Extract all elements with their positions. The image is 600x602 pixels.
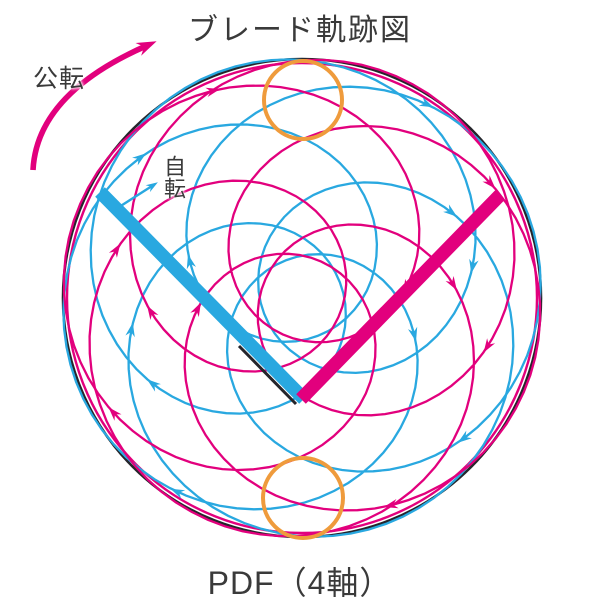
trajectory-arrowhead <box>383 499 399 509</box>
trajectory-arrowhead <box>418 97 434 108</box>
trajectory-arrowhead <box>108 407 122 421</box>
rotation-label: 自転 <box>161 155 186 199</box>
revolution-arrow <box>30 43 148 171</box>
trajectory-arrowhead <box>186 254 196 270</box>
trajectory-arrowhead <box>170 488 186 499</box>
orange-circle-top <box>262 59 344 141</box>
trajectory-arrowhead <box>483 338 496 353</box>
blade-right <box>296 190 505 404</box>
trajectory-arrowhead <box>445 276 457 291</box>
trajectory-cyan-0 <box>62 85 542 511</box>
trajectory-arrowhead <box>147 305 159 320</box>
trajectory-arrowhead <box>132 153 147 166</box>
trajectory-arrowhead <box>443 204 458 217</box>
trajectory-arrowhead <box>205 87 221 97</box>
trajectory-arrowhead <box>108 243 121 258</box>
figure-caption: PDF（4軸） <box>207 565 393 601</box>
trajectory-magenta-2 <box>62 84 542 512</box>
orange-circle-bottom <box>261 456 345 540</box>
trajectory-arrowhead <box>469 258 479 274</box>
rotation-arrowhead <box>145 182 158 193</box>
trajectory-cyan-1 <box>89 58 515 538</box>
revolution-arrowhead <box>135 41 157 56</box>
trajectory-arrowhead <box>457 430 472 443</box>
vessel-circle-1 <box>65 61 539 535</box>
trajectory-arrowhead <box>146 379 161 392</box>
trajectory-arrowhead <box>125 322 135 338</box>
revolution-label: 公転 <box>33 65 86 93</box>
rotation-arrow <box>115 184 153 211</box>
blade-edge-shadow <box>237 344 298 406</box>
blade-left <box>95 187 309 404</box>
trajectory-arrowhead <box>482 175 496 189</box>
trajectory-arrowhead <box>408 326 418 342</box>
figure-title: ブレード軌跡図 <box>188 14 412 47</box>
trajectory-arrowhead <box>190 302 201 318</box>
trajectory-magenta-3 <box>88 58 516 538</box>
